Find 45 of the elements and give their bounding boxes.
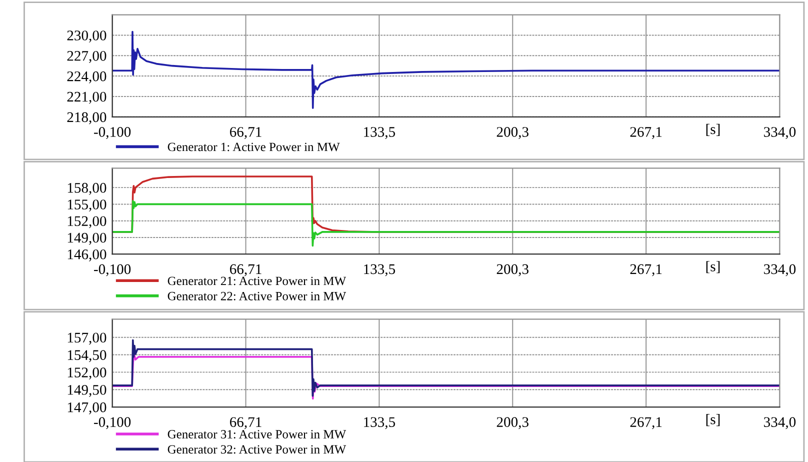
y-tick-label: 221,00: [67, 92, 106, 104]
legend-label: Generator 1: Active Power in MW: [168, 142, 340, 152]
x-tick-label: 133,5: [364, 264, 396, 276]
x-tick-label: 334,0: [764, 417, 796, 430]
y-tick-label: 218,00: [67, 112, 106, 124]
y-tick-label: 152,00: [68, 216, 106, 228]
y-tick-label: 230,00: [67, 30, 106, 43]
legend-label: Generator 21: Active Power in MW: [168, 276, 346, 286]
y-tick-label: 146,00: [68, 249, 106, 262]
x-tick-label: -0,100: [94, 264, 131, 276]
y-tick-label: 154,50: [68, 350, 106, 362]
y-tick-label: 158,00: [68, 182, 106, 195]
line-series: [112, 339, 780, 397]
y-tick-label: 147,00: [68, 402, 106, 414]
y-tick-label: 157,00: [68, 332, 106, 345]
x-tick-label: 200,3: [496, 264, 528, 276]
legend-label: Generator 22: Active Power in MW: [168, 292, 346, 300]
x-tick-label: 267,1: [630, 264, 662, 276]
x-tick-label: 267,1: [630, 127, 662, 139]
y-tick-label: 149,50: [68, 384, 106, 397]
legend-label: Generator 31: Active Power in MW: [168, 430, 346, 439]
x-axis-title: [s]: [706, 261, 720, 274]
x-tick-label: 334,0: [764, 127, 796, 139]
line-series: [112, 30, 780, 109]
x-tick-label: 66,71: [230, 264, 262, 276]
y-tick-label: 224,00: [67, 71, 106, 84]
x-tick-label: 200,3: [496, 127, 528, 139]
x-tick-label: 133,5: [364, 127, 396, 139]
line-series: [112, 200, 780, 247]
x-tick-label: 200,3: [496, 417, 528, 430]
y-tick-label: 152,00: [68, 368, 106, 380]
y-tick-label: 155,00: [68, 200, 106, 212]
x-tick-label: 267,1: [630, 417, 662, 430]
x-axis-title: [s]: [706, 414, 720, 426]
x-tick-label: -0,100: [94, 127, 131, 139]
x-axis-title: [s]: [706, 124, 720, 136]
y-tick-label: 149,00: [68, 232, 106, 245]
x-tick-label: 66,71: [230, 127, 262, 139]
x-tick-label: -0,100: [94, 417, 131, 430]
x-tick-label: 334,0: [764, 264, 796, 276]
line-series: [112, 353, 780, 400]
legend-label: Generator 32: Active Power in MW: [168, 445, 346, 454]
x-tick-label: 133,5: [364, 417, 396, 430]
y-tick-label: 227,00: [67, 50, 106, 63]
x-tick-label: 66,71: [230, 417, 262, 430]
